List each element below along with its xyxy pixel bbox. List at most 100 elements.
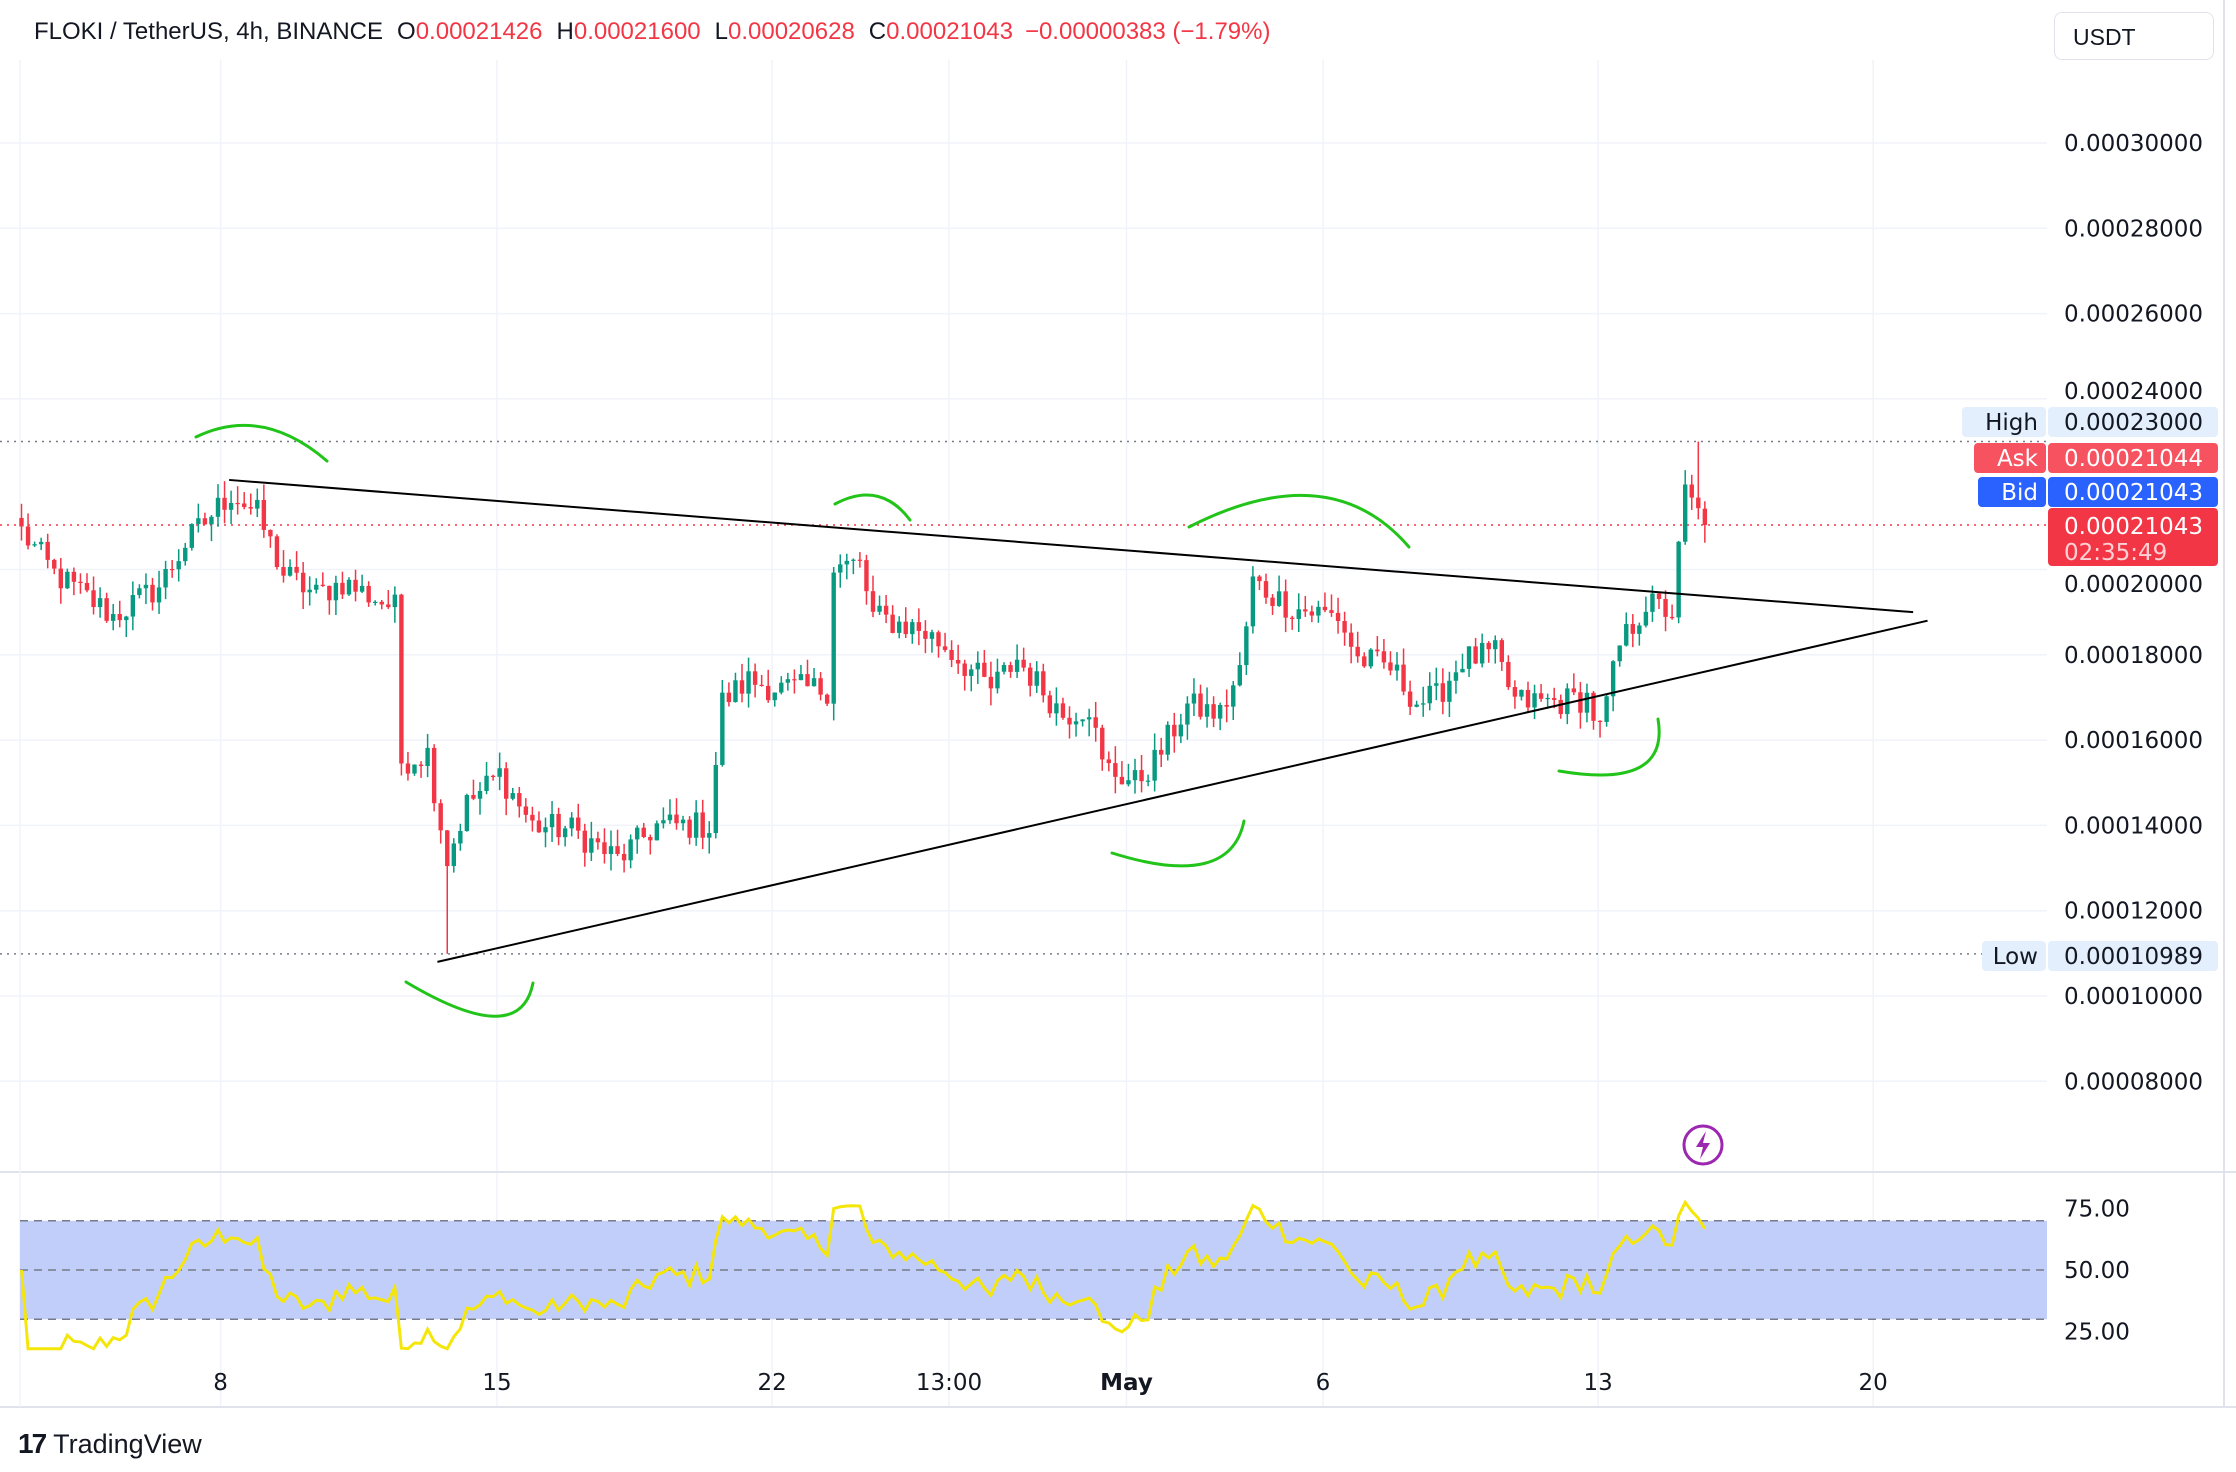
candle-body <box>52 559 57 569</box>
candle <box>1407 680 1413 716</box>
bid-label-bg <box>1978 477 2046 507</box>
swing-low-arc[interactable] <box>1557 717 1661 777</box>
candle-body <box>176 561 181 570</box>
candle <box>1113 746 1118 794</box>
candle-body <box>327 585 332 601</box>
symbol-title[interactable]: FLOKI / TetherUS, 4h, BINANCE <box>34 18 384 45</box>
swing-low-arc[interactable] <box>404 980 535 1018</box>
tradingview-logo[interactable]: 17 TradingView <box>18 1428 202 1460</box>
swing-high-arc[interactable] <box>1187 494 1411 549</box>
ask-value: 0.00021044 <box>2064 446 2203 472</box>
candle-body <box>248 507 253 509</box>
candle <box>307 576 312 606</box>
candle <box>32 541 37 547</box>
candle <box>366 581 371 607</box>
candle <box>1172 712 1177 753</box>
hand-drawn-annotations[interactable] <box>194 423 1661 1018</box>
trendlines[interactable] <box>229 478 1928 963</box>
candle <box>883 594 889 624</box>
candle-body <box>1624 624 1629 646</box>
candle-body <box>25 526 31 546</box>
candle-body <box>451 843 456 867</box>
candle <box>831 566 836 721</box>
candle-body <box>117 614 122 621</box>
trendline-resistance[interactable] <box>229 478 1914 614</box>
candle <box>196 503 201 533</box>
swing-high-arc[interactable] <box>833 493 912 522</box>
candle-body <box>936 632 941 647</box>
candle <box>628 834 633 869</box>
time-tick-label: May <box>1100 1370 1153 1396</box>
candle <box>1106 751 1111 772</box>
trendline-support[interactable] <box>437 619 1928 963</box>
candle <box>818 672 823 701</box>
candle-body <box>38 541 44 545</box>
candle <box>1434 667 1439 701</box>
candle-body <box>1191 693 1197 704</box>
candle <box>1440 668 1446 715</box>
candle-body <box>464 795 470 831</box>
candle-body <box>798 674 804 681</box>
currency-button[interactable]: USDT <box>2054 12 2214 60</box>
candle <box>130 581 136 631</box>
candle-body <box>549 813 555 828</box>
candle-body <box>137 588 142 596</box>
candle-body <box>1296 609 1301 619</box>
candle <box>510 787 515 801</box>
candle-body <box>1073 721 1079 725</box>
candle <box>399 593 404 776</box>
candle-body <box>608 846 614 855</box>
candle-body <box>910 622 915 635</box>
swing-high-arc[interactable] <box>194 423 329 463</box>
candle <box>890 605 895 634</box>
candle-body <box>1093 717 1098 728</box>
candle <box>19 503 24 541</box>
candle <box>1493 635 1498 664</box>
candle-body <box>1270 597 1275 606</box>
candle-body <box>864 560 869 592</box>
candle <box>523 798 529 823</box>
candle-body <box>995 671 1000 689</box>
candle-body <box>1119 776 1125 785</box>
candle-body <box>615 846 620 854</box>
high-value: 0.00023000 <box>2064 410 2203 436</box>
open-value: 0.00021426 <box>415 18 543 45</box>
candle <box>615 829 620 857</box>
candle-body <box>189 524 194 548</box>
candle <box>1552 687 1557 709</box>
candle <box>1473 637 1478 665</box>
candle-body <box>281 567 286 576</box>
candle <box>1597 720 1603 738</box>
candle <box>530 806 535 832</box>
candle-body <box>78 581 83 583</box>
lightning-icon[interactable] <box>1682 1124 1724 1166</box>
candle-body <box>19 517 24 527</box>
candle <box>1362 652 1367 668</box>
candle <box>215 484 221 527</box>
candle <box>1506 655 1511 690</box>
candle <box>1014 644 1020 678</box>
candle <box>1191 678 1197 717</box>
candle-body <box>1309 611 1315 616</box>
candle <box>1001 662 1007 675</box>
time-axis[interactable]: 8 15 22 13:00 May 6 13 20 <box>213 1370 1888 1396</box>
candle <box>340 571 345 599</box>
candle <box>300 562 306 610</box>
candle-body <box>268 529 273 537</box>
swing-low-arc[interactable] <box>1110 819 1246 868</box>
candle-body <box>687 819 692 838</box>
candle <box>504 762 509 816</box>
candle-body <box>1047 695 1053 714</box>
candle <box>877 595 882 615</box>
price-axis[interactable]: 0.00030000 0.00028000 0.00026000 0.00024000… <box>1962 131 2218 1346</box>
rsi-pane <box>20 1199 2047 1351</box>
candle <box>1119 761 1125 785</box>
candle-body <box>1473 646 1478 664</box>
candle <box>445 830 450 954</box>
candle <box>707 821 712 854</box>
candle-body <box>1538 693 1544 699</box>
candle-body <box>1355 646 1360 657</box>
high-label: H <box>556 18 574 45</box>
candle-body <box>1316 606 1321 616</box>
